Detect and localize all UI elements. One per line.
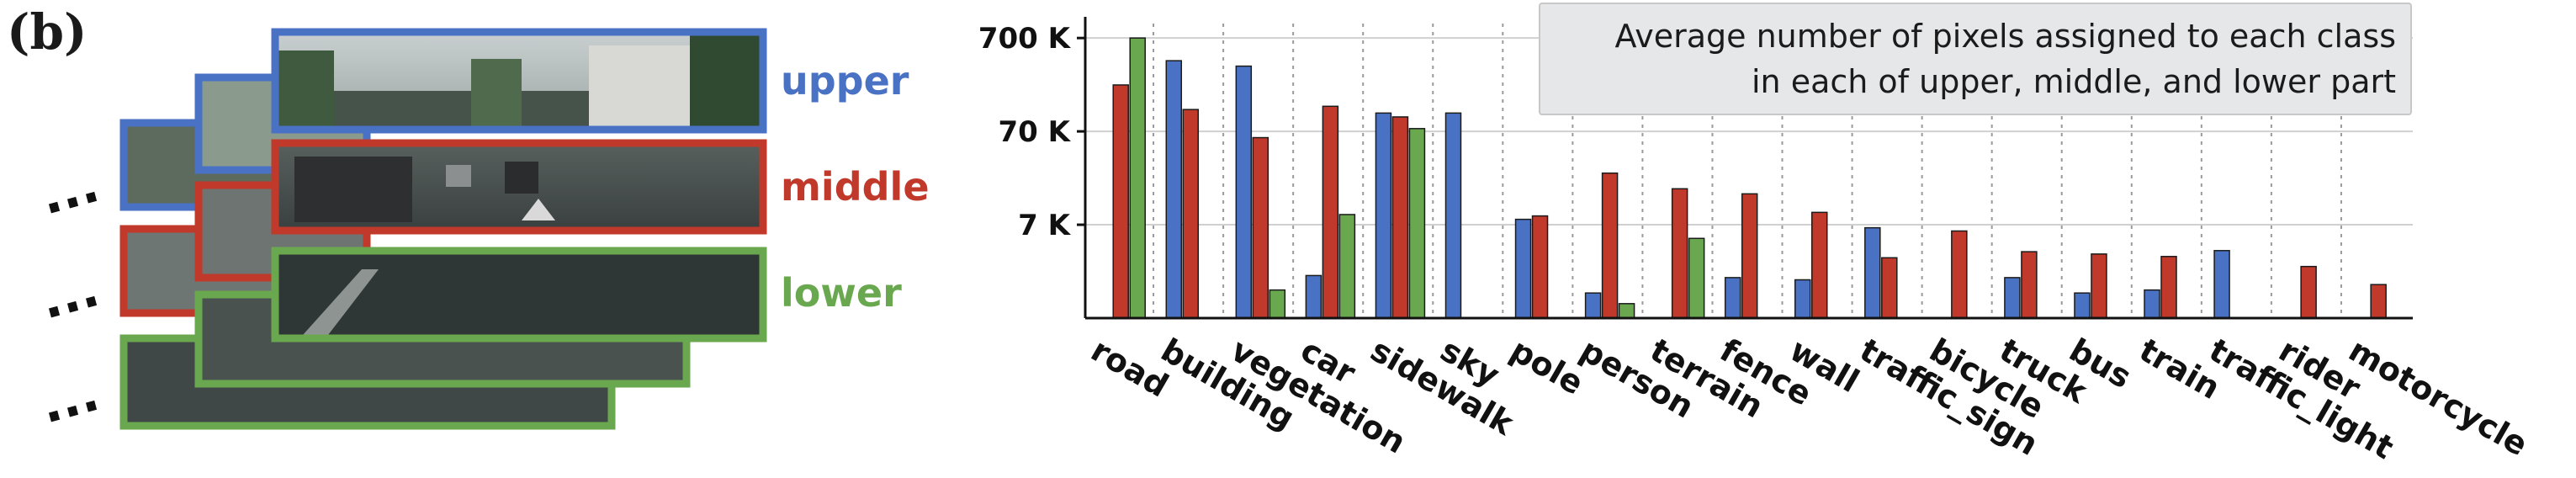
bar-lower-vegetation	[1269, 289, 1286, 319]
bar-lower-road	[1129, 37, 1146, 319]
bar-upper-pole	[1514, 218, 1532, 319]
bar-upper-person	[1584, 292, 1602, 319]
bar-middle-train	[2160, 256, 2177, 319]
bar-upper-bus	[2074, 292, 2091, 319]
bar-middle-terrain	[1671, 188, 1688, 319]
bar-middle-sidewalk	[1391, 116, 1409, 319]
bar-upper-train	[2144, 289, 2160, 319]
bar-upper-traffic_sign	[1864, 226, 1881, 319]
y-tick-label: 7 K	[1018, 209, 1071, 242]
bar-middle-bus	[2091, 253, 2107, 319]
bar-middle-wall	[1810, 211, 1828, 319]
ellipsis-upper: ...	[34, 155, 105, 226]
bar-lower-sidewalk	[1408, 128, 1426, 319]
bar-middle-road	[1112, 84, 1129, 319]
bar-middle-building	[1182, 109, 1200, 319]
bar-upper-fence	[1724, 277, 1741, 319]
bar-upper-building	[1165, 60, 1183, 319]
x-tick-label: train	[2133, 332, 2226, 406]
chart-title: Average number of pixels assigned to eac…	[1614, 18, 2396, 55]
bar-middle-pole	[1531, 215, 1549, 319]
bar-upper-truck	[2004, 277, 2021, 319]
strip-front-lower	[271, 247, 767, 343]
bar-lower-terrain	[1688, 237, 1705, 319]
bar-lower-person	[1618, 303, 1635, 319]
x-tick-label: pole	[1504, 332, 1590, 402]
bar-upper-sky	[1444, 112, 1462, 319]
label-middle: middle	[781, 164, 930, 210]
chart-title: in each of upper, middle, and lower part	[1752, 63, 2396, 100]
bar-middle-truck	[2021, 251, 2038, 319]
bar-upper-sidewalk	[1375, 112, 1392, 319]
strip-front-upper	[271, 28, 767, 134]
bar-middle-traffic_sign	[1881, 257, 1898, 319]
panel-label: (b)	[7, 3, 87, 61]
bar-middle-vegetation	[1252, 136, 1269, 319]
label-upper: upper	[781, 58, 909, 104]
bar-upper-wall	[1794, 279, 1811, 319]
x-tick-label: road	[1085, 332, 1175, 405]
strip-front-middle	[271, 139, 767, 235]
bar-middle-rider	[2300, 265, 2317, 319]
bar-lower-car	[1338, 214, 1356, 319]
bar-middle-person	[1601, 172, 1619, 319]
bar-middle-fence	[1741, 193, 1758, 319]
bar-middle-bicycle	[1951, 230, 1968, 319]
bar-middle-motorcycle	[2370, 284, 2387, 319]
ellipsis-middle: ...	[34, 259, 105, 331]
ellipsis-lower: ...	[34, 364, 105, 435]
y-tick-label: 700 K	[978, 22, 1072, 56]
y-tick-label: 70 K	[999, 115, 1072, 149]
bar-upper-traffic_light	[2213, 250, 2230, 319]
image-strips-illustration: ... ... ... upper middle lower	[34, 28, 930, 435]
label-lower: lower	[781, 270, 902, 316]
bar-upper-vegetation	[1235, 65, 1253, 319]
bar-middle-car	[1322, 105, 1339, 319]
bar-upper-car	[1305, 274, 1322, 319]
chart-title-box	[1539, 3, 2412, 115]
